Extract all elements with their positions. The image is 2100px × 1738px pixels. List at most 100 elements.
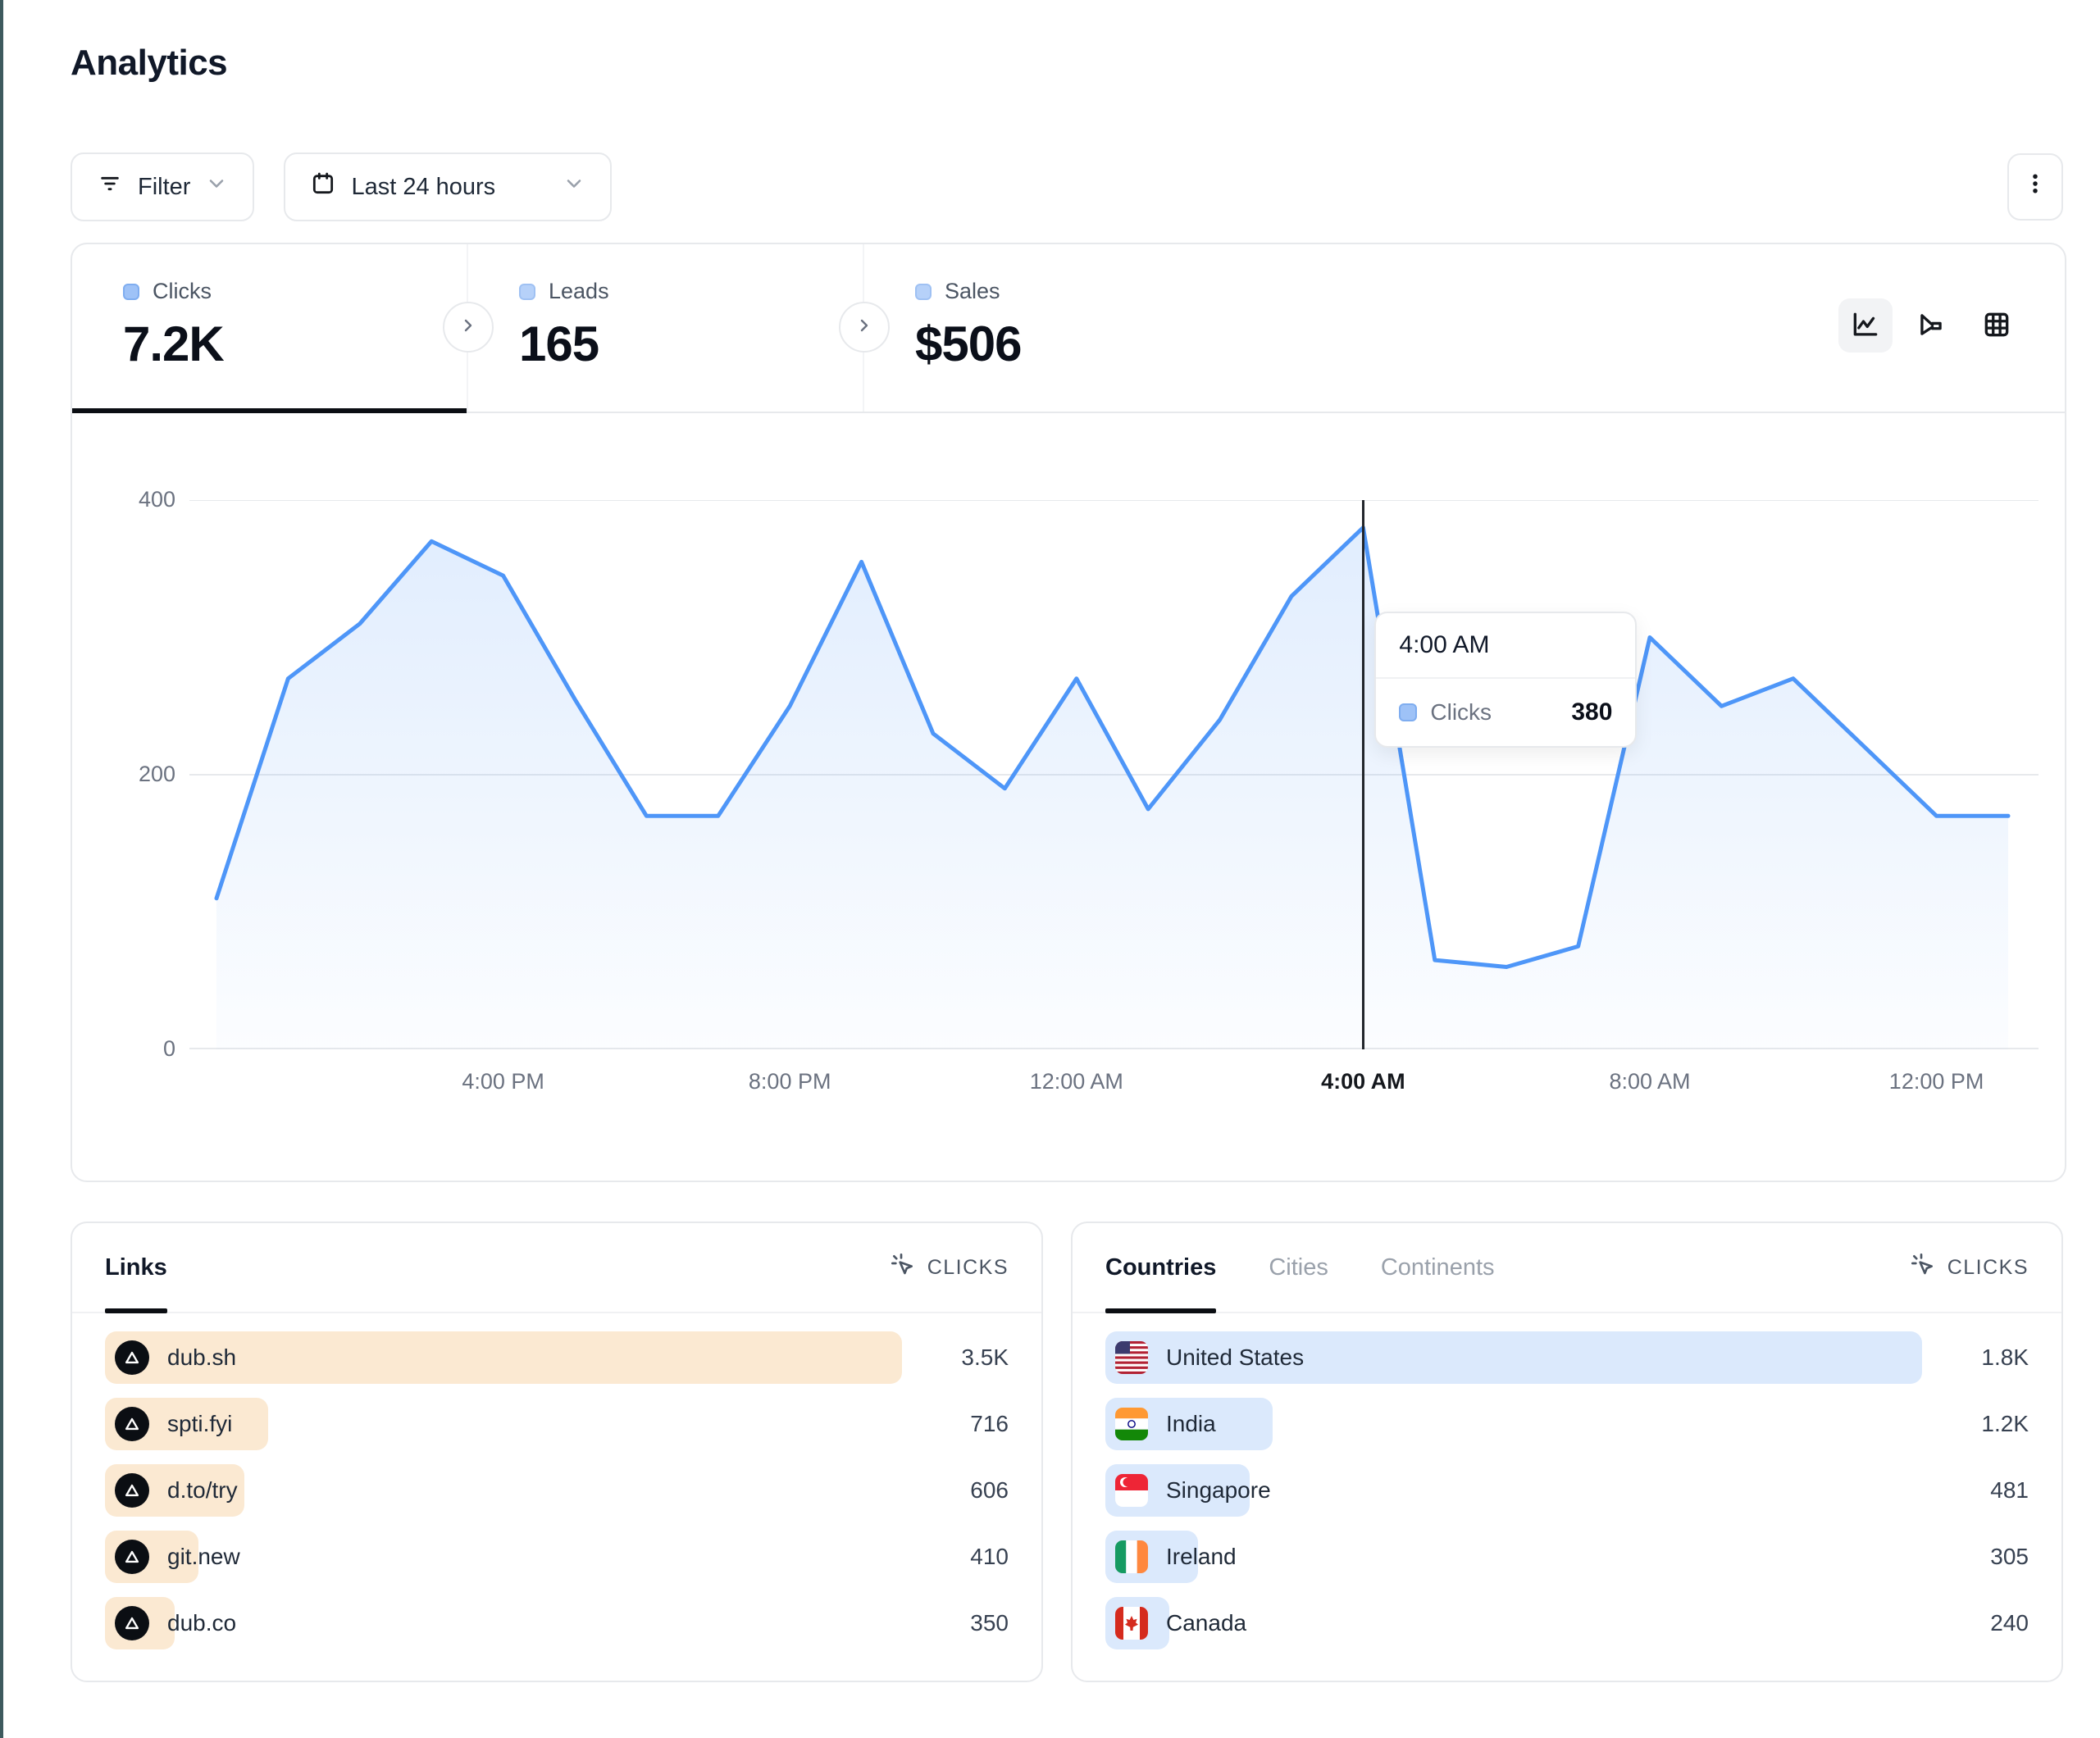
country-row[interactable]: Canada 240 bbox=[1105, 1597, 2029, 1649]
in-flag-icon bbox=[1115, 1408, 1148, 1440]
chart-line bbox=[214, 525, 2011, 969]
stat-value: 165 bbox=[519, 316, 599, 371]
funnel-chart-view-button[interactable] bbox=[1904, 298, 1958, 353]
table-view-button[interactable] bbox=[1970, 298, 2024, 353]
country-row[interactable]: Singapore 481 bbox=[1105, 1464, 2029, 1517]
geo-metric-label: CLICKS bbox=[1947, 1255, 2029, 1279]
more-options-button[interactable] bbox=[2007, 153, 2063, 221]
stat-label: Leads bbox=[549, 279, 609, 303]
y-axis-tick-label: 200 bbox=[138, 762, 175, 786]
country-row[interactable]: India 1.2K bbox=[1105, 1398, 2029, 1450]
country-clicks-value: 240 bbox=[1990, 1610, 2029, 1636]
link-label: spti.fyi bbox=[167, 1411, 233, 1436]
country-label: Ireland bbox=[1166, 1544, 1237, 1569]
country-label: India bbox=[1166, 1411, 1216, 1436]
ca-flag-icon bbox=[1115, 1607, 1148, 1640]
date-range-label: Last 24 hours bbox=[351, 173, 496, 200]
stat-tab-clicks[interactable]: Clicks 7.2K bbox=[72, 244, 468, 413]
x-axis-tick-label: 4:00 AM bbox=[1321, 1069, 1405, 1094]
tooltip-series-label: Clicks bbox=[1430, 699, 1492, 725]
tooltip-value: 380 bbox=[1571, 698, 1613, 726]
stat-label: Sales bbox=[945, 279, 1000, 303]
link-clicks-value: 350 bbox=[970, 1610, 1009, 1636]
link-clicks-value: 3.5K bbox=[961, 1344, 1009, 1370]
stat-tab-sales[interactable]: Sales $506 bbox=[864, 244, 1260, 412]
link-row[interactable]: spti.fyi 716 bbox=[105, 1398, 1009, 1450]
cursor-click-icon bbox=[1910, 1252, 1936, 1284]
analytics-chart-card: Clicks 7.2K Leads 165 Sales $506 bbox=[71, 243, 2066, 1182]
links-metric-selector[interactable]: CLICKS bbox=[890, 1223, 1009, 1312]
country-label: Singapore bbox=[1166, 1477, 1271, 1503]
link-clicks-value: 606 bbox=[970, 1477, 1009, 1503]
link-label: dub.co bbox=[167, 1610, 237, 1636]
country-clicks-value: 481 bbox=[1990, 1477, 2029, 1503]
stat-value: 7.2K bbox=[123, 316, 225, 371]
row-bar bbox=[105, 1331, 902, 1384]
row-bar bbox=[1105, 1331, 1922, 1384]
link-clicks-value: 410 bbox=[970, 1544, 1009, 1569]
filter-icon bbox=[97, 171, 123, 203]
link-row[interactable]: dub.co 350 bbox=[105, 1597, 1009, 1649]
tab-countries[interactable]: Countries bbox=[1105, 1223, 1217, 1313]
country-clicks-value: 1.8K bbox=[1981, 1344, 2029, 1370]
stats-header: Clicks 7.2K Leads 165 Sales $506 bbox=[72, 244, 2065, 413]
tooltip-legend-swatch bbox=[1399, 703, 1418, 721]
tab-cities[interactable]: Cities bbox=[1269, 1253, 1328, 1281]
clicks-legend-swatch bbox=[123, 283, 139, 300]
geo-panel: Countries Cities Continents CLICKS United … bbox=[1071, 1222, 2063, 1682]
y-axis-tick-label: 400 bbox=[138, 487, 175, 512]
geo-metric-selector[interactable]: CLICKS bbox=[1910, 1223, 2029, 1312]
chevron-right-icon bbox=[458, 316, 478, 339]
stat-value: $506 bbox=[915, 316, 1022, 371]
x-axis-tick-label: 4:00 PM bbox=[462, 1069, 544, 1094]
country-label: United States bbox=[1166, 1344, 1305, 1370]
tab-links[interactable]: Links bbox=[105, 1223, 167, 1313]
link-favicon-icon bbox=[115, 1540, 149, 1574]
link-row[interactable]: dub.sh 3.5K bbox=[105, 1331, 1009, 1384]
table-grid-icon bbox=[1981, 309, 2012, 343]
chevron-down-icon bbox=[563, 172, 585, 202]
x-axis-tick-label: 12:00 PM bbox=[1888, 1069, 1984, 1094]
cursor-click-icon bbox=[890, 1252, 916, 1284]
date-range-button[interactable]: Last 24 hours bbox=[284, 152, 613, 221]
x-axis-tick-label: 8:00 PM bbox=[748, 1069, 831, 1094]
calendar-icon bbox=[310, 171, 336, 203]
chart-area-fill bbox=[216, 527, 2008, 1049]
chart-tooltip: 4:00 AM Clicks 380 bbox=[1374, 612, 1638, 748]
ie-flag-icon bbox=[1115, 1540, 1148, 1573]
country-row[interactable]: Ireland 305 bbox=[1105, 1531, 2029, 1583]
chart-area[interactable]: 400 200 0 4:00 PM 8:00 PM 12:00 AM 4:00 AM 8:0… bbox=[72, 415, 2065, 1181]
leads-legend-swatch bbox=[519, 283, 535, 300]
link-label: d.to/try bbox=[167, 1477, 238, 1503]
clicks-area-chart[interactable] bbox=[189, 500, 2039, 1049]
filter-label: Filter bbox=[138, 173, 191, 200]
leaderboards-row: Links CLICKS dub.sh 3.5K spti.fyi 716 d.to/t… bbox=[71, 1222, 2063, 1682]
expand-clicks-button[interactable] bbox=[443, 302, 494, 353]
country-row[interactable]: United States 1.8K bbox=[1105, 1331, 2029, 1384]
x-axis-tick-label: 12:00 AM bbox=[1029, 1069, 1123, 1094]
y-axis-tick-label: 0 bbox=[162, 1036, 175, 1061]
chart-type-toolbar bbox=[1838, 298, 2024, 353]
link-favicon-icon bbox=[115, 1340, 149, 1375]
links-panel-header: Links CLICKS bbox=[72, 1223, 1041, 1313]
toolbar: Filter Last 24 hours bbox=[71, 152, 2063, 221]
link-favicon-icon bbox=[115, 1473, 149, 1508]
kebab-menu-icon bbox=[2023, 171, 2048, 202]
hover-crosshair-line bbox=[1361, 500, 1364, 1049]
expand-leads-button[interactable] bbox=[839, 302, 890, 353]
line-chart-view-button[interactable] bbox=[1838, 298, 1893, 353]
stat-tab-leads[interactable]: Leads 165 bbox=[468, 244, 864, 412]
sg-flag-icon bbox=[1115, 1474, 1148, 1507]
links-panel: Links CLICKS dub.sh 3.5K spti.fyi 716 d.to/t… bbox=[71, 1222, 1043, 1682]
link-label: git.new bbox=[167, 1544, 240, 1569]
us-flag-icon bbox=[1115, 1341, 1148, 1374]
tab-continents[interactable]: Continents bbox=[1380, 1253, 1495, 1281]
link-row[interactable]: d.to/try 606 bbox=[105, 1464, 1009, 1517]
link-clicks-value: 716 bbox=[970, 1411, 1009, 1436]
link-row[interactable]: git.new 410 bbox=[105, 1531, 1009, 1583]
filter-button[interactable]: Filter bbox=[71, 152, 255, 221]
page-title: Analytics bbox=[71, 43, 228, 83]
link-label: dub.sh bbox=[167, 1344, 237, 1370]
sales-legend-swatch bbox=[915, 283, 932, 300]
